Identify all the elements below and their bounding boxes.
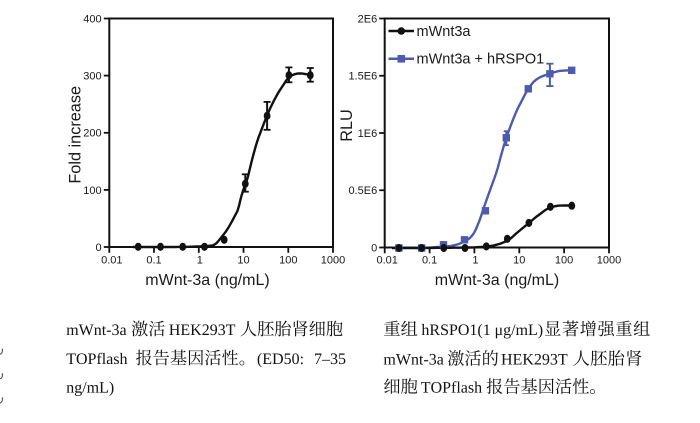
svg-text:10: 10 (237, 255, 249, 267)
svg-text:mWnt-3a (ng/mL): mWnt-3a (ng/mL) (435, 272, 559, 289)
svg-text:100: 100 (83, 185, 101, 197)
svg-text:300: 300 (83, 71, 101, 83)
svg-text:mWnt3a + hRSPO1: mWnt3a + hRSPO1 (417, 52, 545, 68)
svg-text:1000: 1000 (321, 255, 345, 267)
svg-text:RLU: RLU (338, 109, 356, 142)
svg-text:1000: 1000 (597, 255, 621, 267)
svg-text:100: 100 (279, 255, 297, 267)
svg-text:1: 1 (197, 255, 203, 267)
svg-text:400: 400 (83, 13, 101, 25)
svg-text:10: 10 (513, 255, 525, 267)
svg-text:0: 0 (371, 242, 377, 254)
svg-text:mWnt-3a (ng/mL): mWnt-3a (ng/mL) (145, 272, 269, 289)
svg-text:0.01: 0.01 (101, 255, 122, 267)
svg-text:200: 200 (83, 128, 101, 140)
svg-text:100: 100 (555, 255, 573, 267)
svg-text:2E6: 2E6 (358, 13, 378, 25)
svg-text:0: 0 (95, 242, 101, 254)
svg-text:1.5E6: 1.5E6 (348, 71, 377, 83)
svg-text:0.01: 0.01 (376, 255, 397, 267)
svg-text:mWnt3a: mWnt3a (417, 24, 472, 40)
svg-text:Fold increase: Fold increase (66, 86, 84, 184)
svg-text:0.5E6: 0.5E6 (348, 185, 377, 197)
svg-text:1: 1 (472, 255, 478, 267)
svg-text:0.1: 0.1 (422, 255, 437, 267)
svg-text:1E6: 1E6 (358, 128, 378, 140)
svg-text:0.1: 0.1 (146, 255, 161, 267)
